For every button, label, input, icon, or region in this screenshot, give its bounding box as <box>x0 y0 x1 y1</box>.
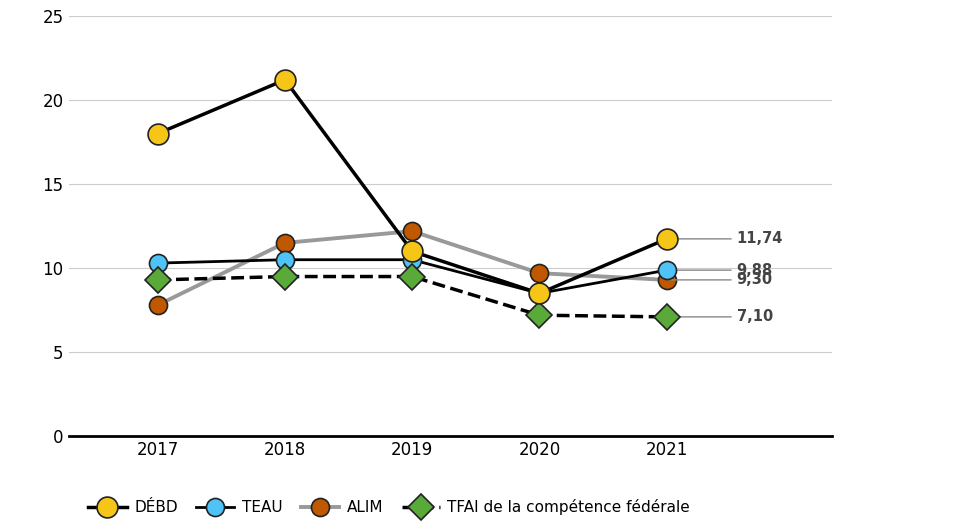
TFAI de la compétence fédérale <box>406 273 418 280</box>
Line: TFAI de la compétence fédérale: TFAI de la compétence fédérale <box>149 268 675 326</box>
TFAI de la compétence fédérale <box>533 312 545 318</box>
Text: 9,30: 9,30 <box>669 272 772 287</box>
TEAU <box>660 267 672 273</box>
TFAI de la compétence fédérale <box>279 273 290 280</box>
Legend: DÉBD, TEAU, ALIM, TFAI de la compétence fédérale: DÉBD, TEAU, ALIM, TFAI de la compétence … <box>82 493 695 521</box>
TEAU <box>406 256 418 263</box>
DÉBD <box>660 236 672 242</box>
ALIM <box>152 302 163 309</box>
TEAU <box>152 260 163 267</box>
Line: ALIM: ALIM <box>149 222 675 314</box>
TFAI de la compétence fédérale <box>152 277 163 283</box>
Text: 11,74: 11,74 <box>669 231 782 246</box>
Text: 7,10: 7,10 <box>669 310 773 325</box>
ALIM <box>406 228 418 234</box>
Line: DÉBD: DÉBD <box>147 69 677 304</box>
ALIM <box>660 277 672 283</box>
DÉBD <box>406 248 418 254</box>
Text: 9,88: 9,88 <box>669 263 773 278</box>
DÉBD <box>533 290 545 296</box>
ALIM <box>533 270 545 276</box>
TFAI de la compétence fédérale <box>660 314 672 320</box>
TEAU <box>279 256 290 263</box>
TEAU <box>533 290 545 296</box>
DÉBD <box>279 77 290 83</box>
Line: TEAU: TEAU <box>149 251 675 302</box>
ALIM <box>279 240 290 246</box>
DÉBD <box>152 130 163 137</box>
